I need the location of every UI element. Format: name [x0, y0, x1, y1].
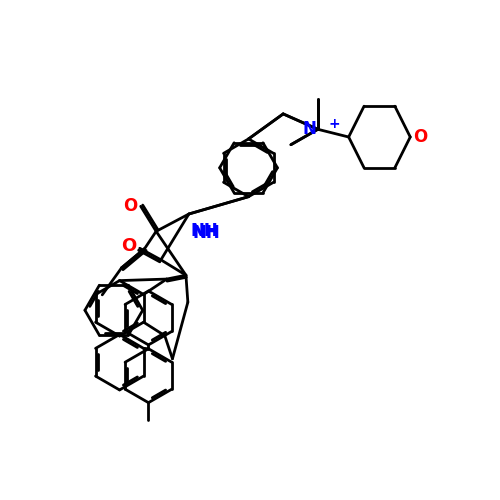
Text: +: + — [328, 116, 340, 130]
Text: O: O — [122, 198, 137, 216]
Text: NH: NH — [191, 222, 218, 240]
Text: O: O — [122, 238, 136, 256]
Text: N: N — [302, 120, 316, 138]
Text: NH: NH — [192, 224, 220, 242]
Text: O: O — [414, 128, 428, 146]
